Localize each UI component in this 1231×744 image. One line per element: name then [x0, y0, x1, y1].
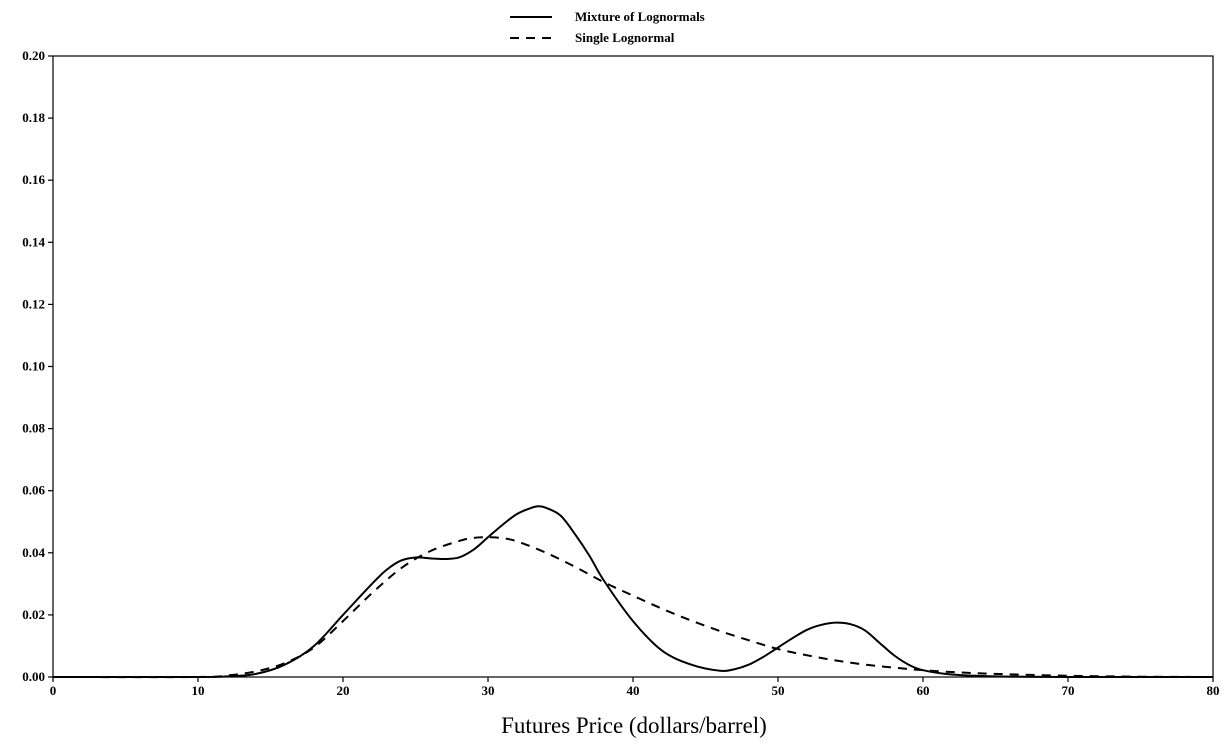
y-tick-label: 0.16: [22, 172, 45, 187]
legend-label-single: Single Lognormal: [575, 30, 675, 45]
x-tick-label: 10: [192, 683, 205, 698]
x-tick-label: 80: [1207, 683, 1220, 698]
y-tick-label: 0.02: [22, 607, 45, 622]
y-tick-label: 0.00: [22, 669, 45, 684]
x-axis-label: Futures Price (dollars/barrel): [501, 713, 767, 738]
x-tick-label: 20: [337, 683, 350, 698]
series-line-single: [52, 536, 1214, 679]
legend-label-mixture: Mixture of Lognormals: [575, 9, 705, 24]
x-tick-label: 70: [1062, 683, 1075, 698]
plot-frame: [52, 55, 1214, 678]
y-tick-label: 0.20: [22, 48, 45, 63]
series-line-mixture: [52, 505, 1213, 679]
x-tick-label: 60: [917, 683, 930, 698]
x-axis: 0 10 20 30 40 50 60 70 80: [50, 677, 1220, 698]
x-tick-label: 50: [772, 683, 785, 698]
y-tick-label: 0.08: [22, 421, 45, 436]
y-tick-label: 0.06: [22, 483, 45, 498]
legend: Mixture of Lognormals Single Lognormal: [510, 9, 705, 45]
y-axis: 0.00 0.02 0.04 0.06 0.08 0.10 0.12 0.14 0.16 0.18…: [22, 48, 53, 684]
y-tick-label: 0.10: [22, 359, 45, 374]
y-tick-label: 0.12: [22, 296, 45, 311]
series-layer: [52, 505, 1214, 679]
y-tick-label: 0.14: [22, 234, 45, 249]
y-tick-label: 0.18: [22, 110, 45, 125]
x-tick-label: 40: [627, 683, 640, 698]
x-tick-label: 0: [50, 683, 57, 698]
y-tick-label: 0.04: [22, 545, 45, 560]
x-tick-label: 30: [482, 683, 495, 698]
